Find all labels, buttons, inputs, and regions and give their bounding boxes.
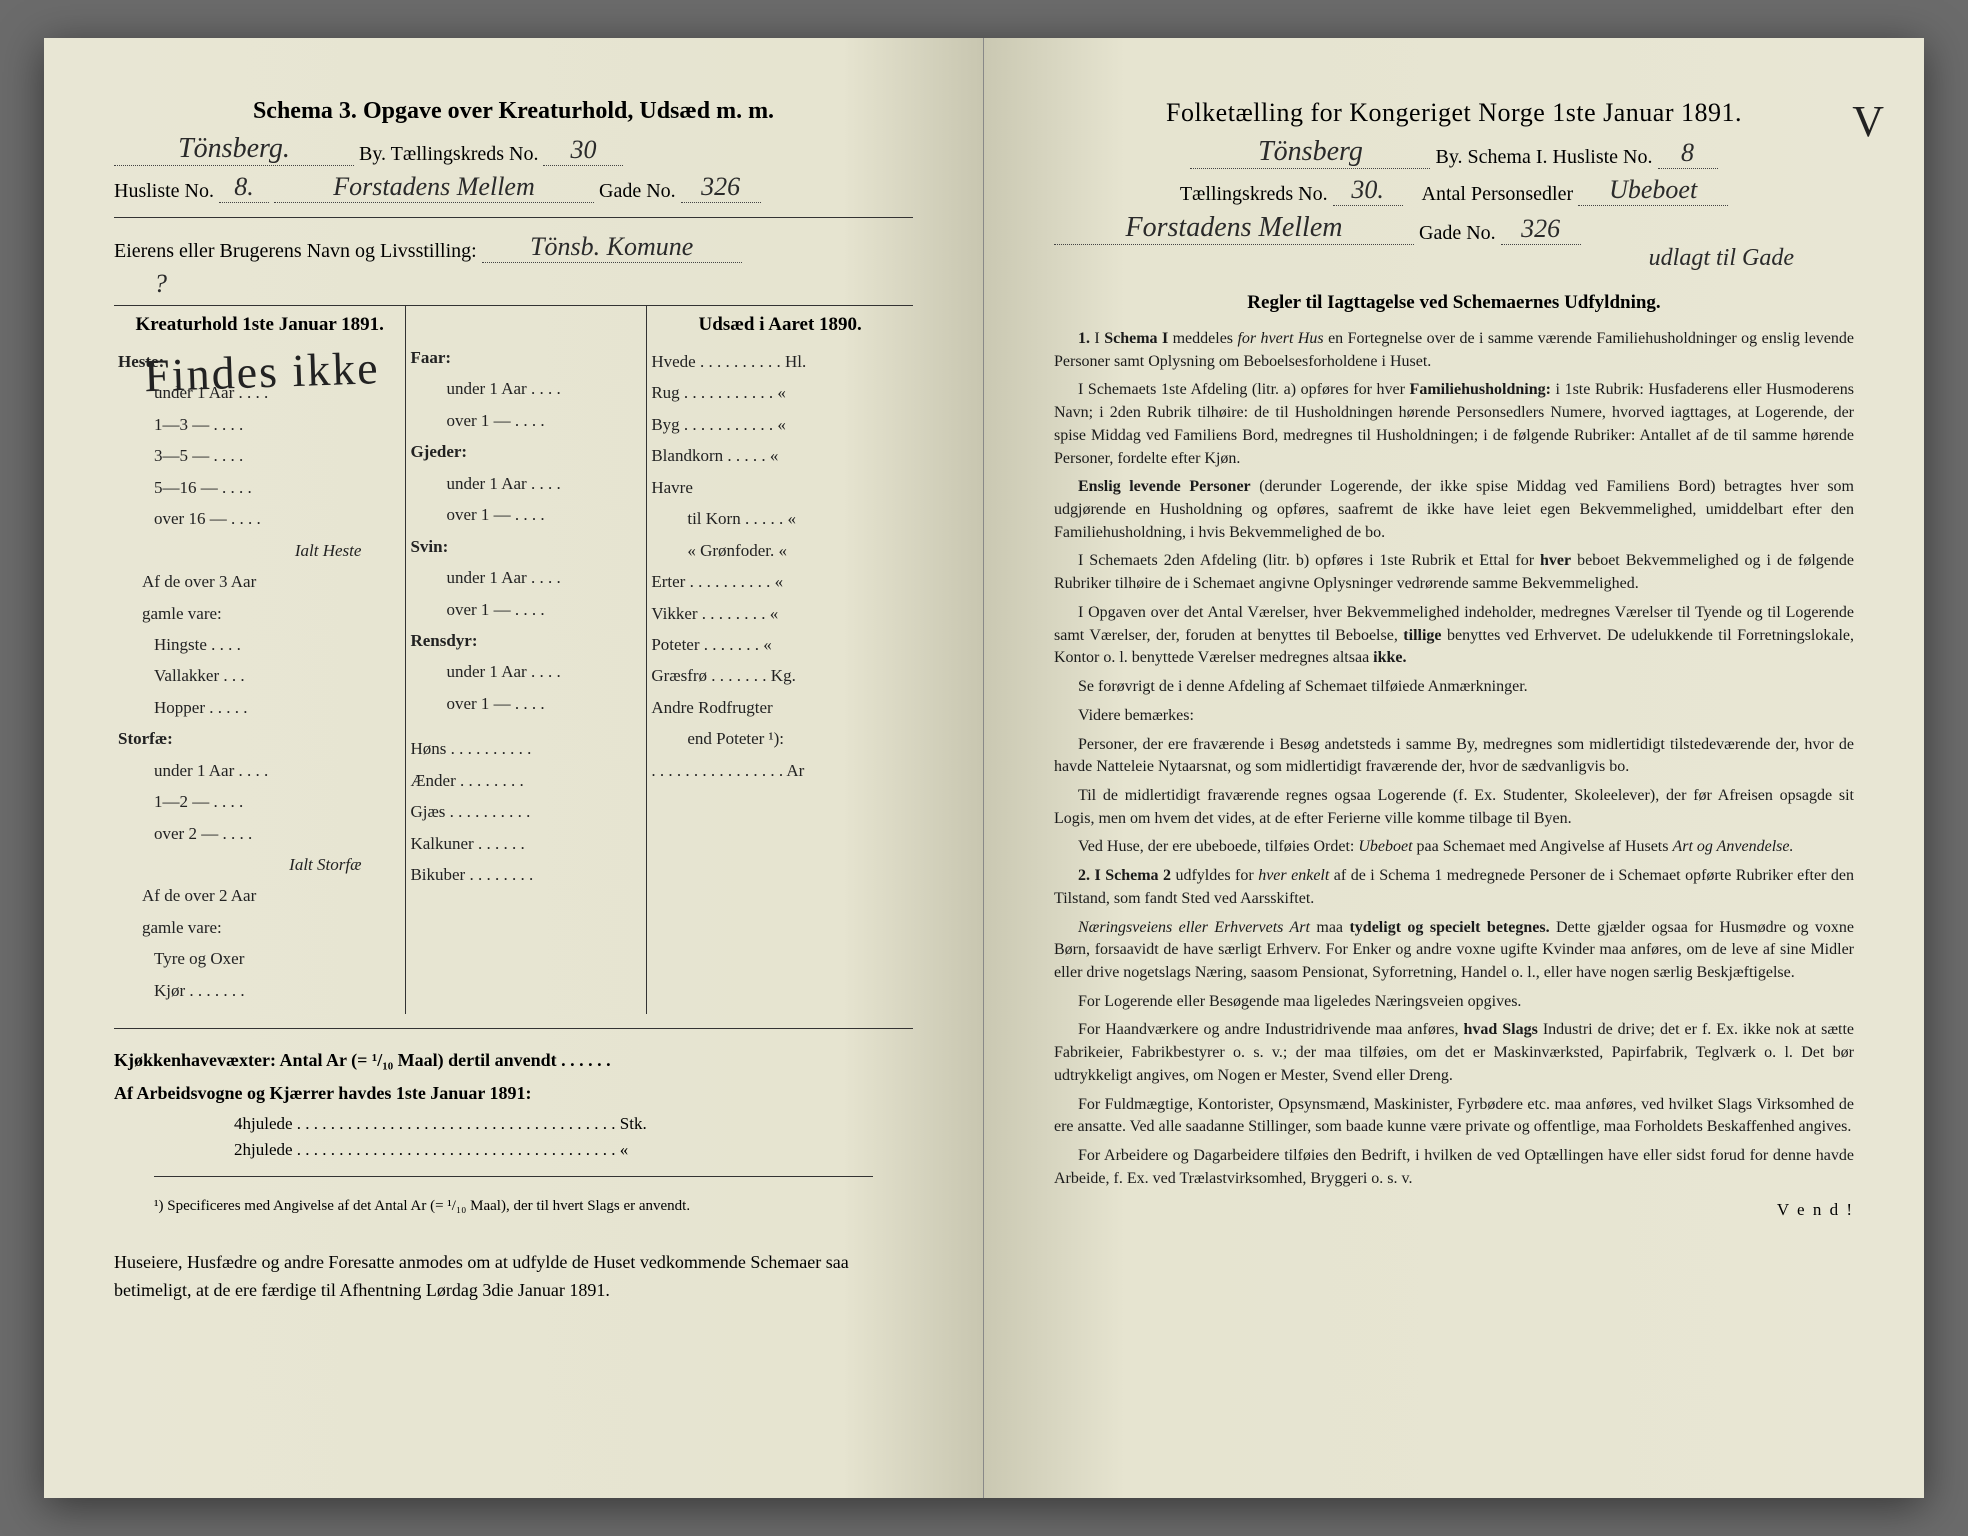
r-gade-label: Gade No. bbox=[1419, 222, 1496, 244]
r-husliste-hw: 8 bbox=[1658, 138, 1718, 169]
kv-list-udsaed: Hvede . . . . . . . . . . Hl.Rug . . . .… bbox=[651, 346, 909, 786]
arbeid-text: Af Arbeidsvogne og Kjærrer havdes 1ste J… bbox=[114, 1083, 532, 1103]
two-column-table: Findes ikke Kreaturhold 1ste Januar 1891… bbox=[114, 305, 913, 1014]
vend-text: V e n d ! bbox=[1054, 1200, 1854, 1220]
footnote-rule bbox=[154, 1176, 873, 1177]
husliste-no-hw: 8. bbox=[219, 172, 269, 203]
rules-title: Regler til Iagttagelse ved Schemaernes U… bbox=[1054, 292, 1854, 314]
kv-list-heste: Heste:under 1 Aar . . . .1—3 — . . . .3—… bbox=[118, 346, 401, 1006]
eier-question: ? bbox=[114, 269, 913, 299]
city-handwritten: Tönsberg. bbox=[114, 133, 354, 166]
kjokken-text: Kjøkkenhavevæxter: Antal Ar (= ¹/₁₀ Maal… bbox=[114, 1050, 611, 1070]
footnote: ¹) Specificeres med Angivelse af det Ant… bbox=[114, 1195, 913, 1218]
col-kreatur-left: Kreaturhold 1ste Januar 1891. Heste:unde… bbox=[114, 306, 405, 1014]
r-antal-label: Antal Personsedler bbox=[1422, 183, 1574, 205]
col2-title: Udsæd i Aaret 1890. bbox=[651, 314, 909, 336]
gade-name-hw: Forstadens Mellem bbox=[274, 172, 594, 203]
right-title: Folketælling for Kongeriget Norge 1ste J… bbox=[1054, 98, 1854, 128]
city-line: Tönsberg. By. Tællingskreds No. 30 bbox=[114, 133, 913, 166]
eier-line: Eierens eller Brugerens Navn og Livsstil… bbox=[114, 232, 913, 263]
r-gade-hw: Forstadens Mellem bbox=[1054, 212, 1414, 245]
checkmark-annotation: V bbox=[1852, 96, 1884, 147]
gade-no-hw: 326 bbox=[681, 172, 761, 203]
arbeid-4: 4hjulede . . . . . . . . . . . . . . . .… bbox=[114, 1111, 913, 1137]
col-kreatur-mid: Faar:under 1 Aar . . . .over 1 — . . . .… bbox=[405, 306, 646, 1014]
arbeid-2: 2hjulede . . . . . . . . . . . . . . . .… bbox=[114, 1137, 913, 1163]
left-bottom-note: Huseiere, Husfædre og andre Foresatte an… bbox=[114, 1248, 913, 1306]
kreds-no-handwritten: 30 bbox=[543, 135, 623, 166]
r-kreds-label: Tællingskreds No. bbox=[1180, 183, 1328, 205]
col-udsaed: Udsæd i Aaret 1890. Hvede . . . . . . . … bbox=[646, 306, 913, 1014]
right-page: V Folketælling for Kongeriget Norge 1ste… bbox=[984, 38, 1924, 1498]
divider bbox=[114, 217, 913, 218]
schema-no: Schema 3. bbox=[253, 98, 357, 124]
gade-label: Gade No. bbox=[599, 180, 676, 202]
divider-2 bbox=[114, 1028, 913, 1029]
r-antal-hw: Ubeboet bbox=[1578, 175, 1728, 206]
book-spread: Schema 3. Opgave over Kreaturhold, Udsæd… bbox=[44, 38, 1924, 1498]
r-gade-extra: udlagt til Gade bbox=[1054, 245, 1854, 272]
r-city-hw: Tönsberg bbox=[1190, 136, 1430, 169]
left-title: Schema 3. Opgave over Kreaturhold, Udsæd… bbox=[114, 98, 913, 125]
right-gade-line: Forstadens Mellem Gade No. 326 bbox=[1054, 212, 1854, 245]
rules-body: 1. I Schema I meddeles for hvert Hus en … bbox=[1054, 328, 1854, 1190]
right-kreds-line: Tællingskreds No. 30. Antal Personsedler… bbox=[1054, 175, 1854, 206]
r-kreds-hw: 30. bbox=[1333, 175, 1403, 206]
r-gade-no-hw: 326 bbox=[1501, 214, 1581, 245]
left-page: Schema 3. Opgave over Kreaturhold, Udsæd… bbox=[44, 38, 984, 1498]
kv-list-faar: Faar:under 1 Aar . . . .over 1 — . . . .… bbox=[410, 342, 642, 890]
col1-title: Kreaturhold 1ste Januar 1891. bbox=[118, 314, 401, 336]
kjokken-line: Kjøkkenhavevæxter: Antal Ar (= ¹/₁₀ Maal… bbox=[114, 1047, 913, 1162]
husliste-label: Husliste No. bbox=[114, 180, 214, 202]
schema-title-text: Opgave over Kreaturhold, Udsæd m. m. bbox=[363, 98, 774, 124]
eier-hw: Tönsb. Komune bbox=[482, 232, 742, 263]
right-city-line: Tönsberg By. Schema I. Husliste No. 8 bbox=[1054, 136, 1854, 169]
husliste-line: Husliste No. 8. Forstadens Mellem Gade N… bbox=[114, 172, 913, 203]
city-suffix: By. Tællingskreds No. bbox=[359, 143, 538, 165]
eier-label: Eierens eller Brugerens Navn og Livsstil… bbox=[114, 240, 477, 262]
r-city-suffix: By. Schema I. Husliste No. bbox=[1435, 146, 1652, 168]
